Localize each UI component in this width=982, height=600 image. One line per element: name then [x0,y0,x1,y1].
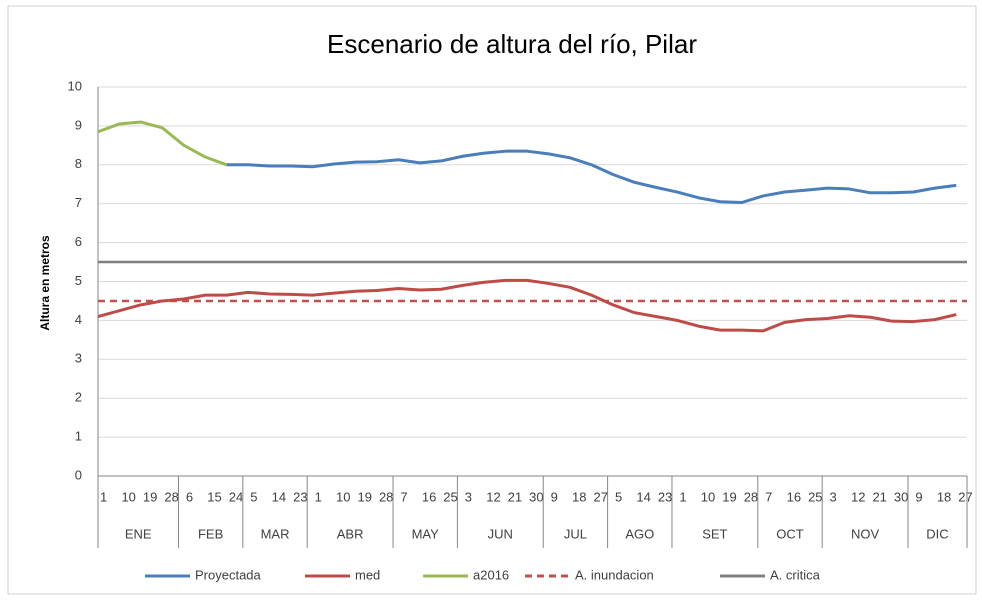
legend-label: med [355,567,380,582]
x-tick-label: 1 [315,489,322,504]
legend-label: a2016 [473,567,509,582]
x-tick-label: 18 [572,489,586,504]
x-tick-label: 30 [894,489,908,504]
x-tick-label: 28 [379,489,393,504]
x-tick-label: 12 [486,489,500,504]
x-tick-label: 23 [658,489,672,504]
x-tick-label: 16 [787,489,801,504]
x-tick-label: 9 [915,489,922,504]
x-tick-label: 6 [186,489,193,504]
x-tick-label: 21 [872,489,886,504]
x-tick-label: 19 [357,489,371,504]
x-tick-label: 10 [336,489,350,504]
chart-title: Escenario de altura del río, Pilar [327,29,697,59]
x-tick-label: 19 [722,489,736,504]
x-tick-label: 25 [443,489,457,504]
x-tick-label: 30 [529,489,543,504]
x-tick-label: 3 [830,489,837,504]
x-tick-label: 7 [400,489,407,504]
legend-label: Proyectada [195,567,262,582]
month-label: MAR [261,526,290,541]
x-tick-label: 24 [229,489,243,504]
x-tick-label: 10 [701,489,715,504]
x-tick-label: 14 [272,489,286,504]
y-tick-label: 8 [75,156,82,171]
x-tick-label: 14 [636,489,650,504]
x-tick-label: 23 [293,489,307,504]
x-tick-label: 1 [679,489,686,504]
x-tick-label: 19 [143,489,157,504]
month-label: JUN [488,526,513,541]
x-tick-label: 5 [250,489,257,504]
month-label: FEB [198,526,223,541]
series-line [226,149,957,205]
y-tick-label: 2 [75,390,82,405]
x-tick-label: 5 [615,489,622,504]
x-tick-label: 12 [851,489,865,504]
legend-label: A. inundacion [575,567,654,582]
y-tick-label: 1 [75,429,82,444]
x-tick-label: 18 [937,489,951,504]
x-tick-label: 25 [808,489,822,504]
y-tick-label: 7 [75,195,82,210]
x-tick-label: 27 [594,489,608,504]
y-tick-label: 3 [75,351,82,366]
x-tick-label: 15 [207,489,221,504]
legend-label: A. critica [770,567,821,582]
month-label: SET [702,526,727,541]
x-tick-label: 28 [164,489,178,504]
x-tick-label: 27 [958,489,972,504]
x-tick-label: 16 [422,489,436,504]
y-tick-label: 6 [75,234,82,249]
y-tick-label: 9 [75,117,82,132]
series-line [97,120,228,167]
x-tick-label: 10 [121,489,135,504]
month-label: ABR [337,526,364,541]
month-label: JUL [564,526,587,541]
month-label: MAY [412,526,440,541]
month-label: ENE [125,526,152,541]
x-tick-label: 1 [100,489,107,504]
x-tick-label: 21 [508,489,522,504]
y-tick-label: 0 [75,467,82,482]
x-tick-label: 9 [551,489,558,504]
series-line [97,278,957,333]
y-tick-label: 4 [75,312,82,327]
month-label: DIC [926,526,948,541]
month-label: NOV [851,526,880,541]
month-label: OCT [776,526,804,541]
y-tick-label: 10 [68,78,82,93]
x-tick-label: 3 [465,489,472,504]
x-tick-label: 7 [765,489,772,504]
month-label: AGO [625,526,654,541]
x-tick-label: 28 [744,489,758,504]
y-tick-label: 5 [75,273,82,288]
y-axis-label: Altura en metros [38,235,52,331]
